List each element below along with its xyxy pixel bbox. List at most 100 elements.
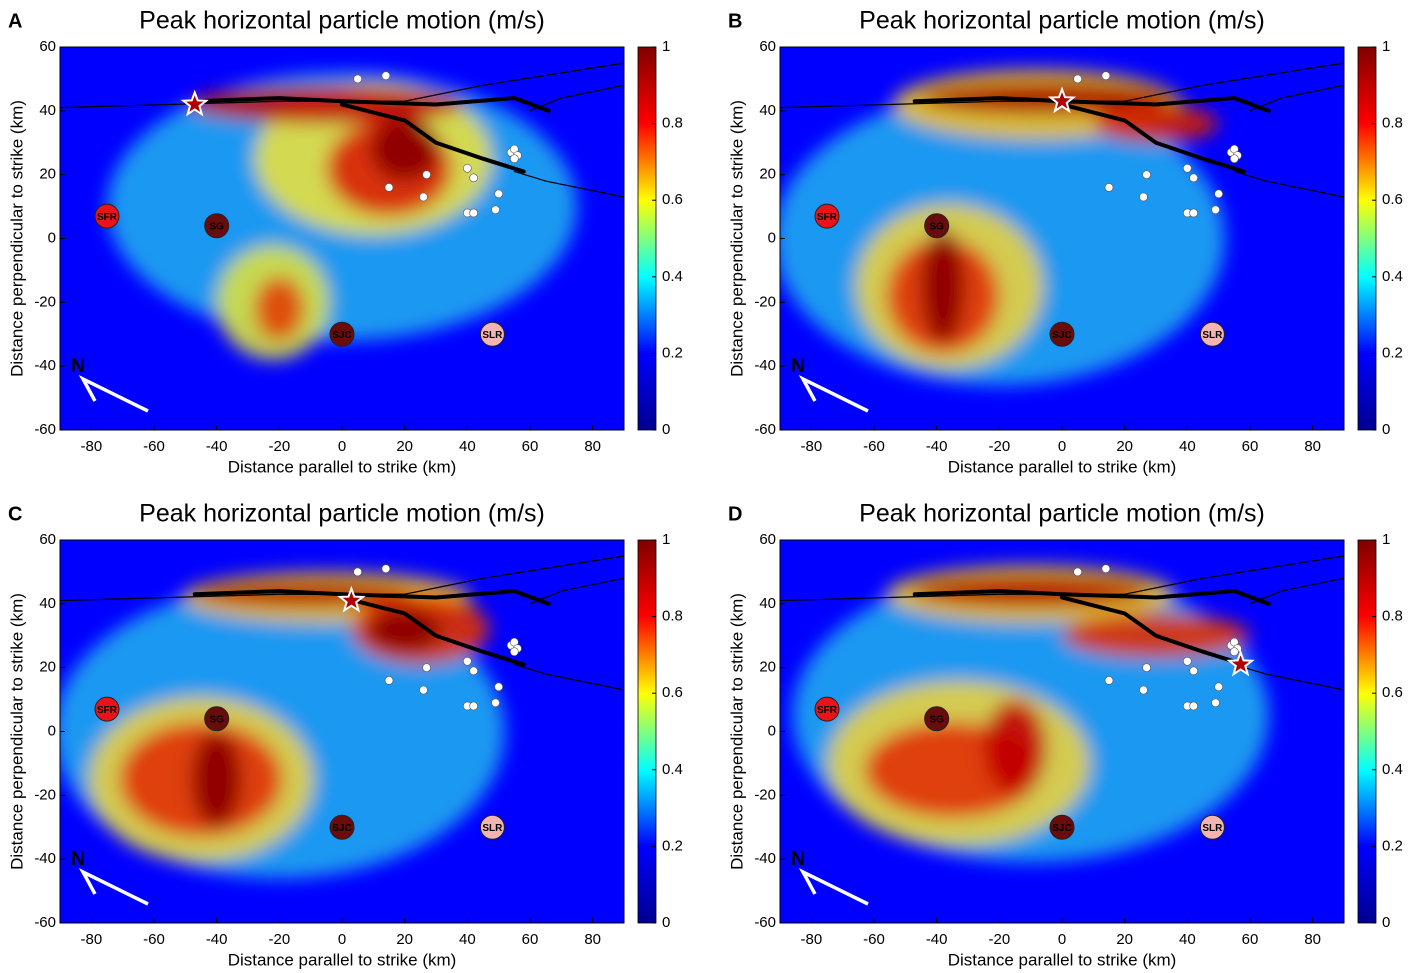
y-tick-label: -20 [754, 786, 776, 803]
heatmap-field [792, 565, 1269, 863]
colorbar-tick-label: 0.4 [662, 268, 683, 285]
site-label: SFR [97, 705, 118, 716]
y-tick-label: -20 [754, 293, 776, 310]
north-label: N [791, 849, 805, 870]
station [419, 192, 428, 202]
x-tick-label: 20 [396, 931, 413, 948]
station [1183, 163, 1192, 173]
x-tick-label: -40 [926, 931, 948, 948]
y-tick-label: 0 [768, 229, 776, 246]
site-marker [814, 203, 840, 229]
north-label: N [71, 849, 85, 870]
site-marker [924, 706, 950, 732]
panel-letter: A [8, 10, 22, 32]
panel: C Peak horizontal particle motion (m/s) SF… [7, 500, 682, 970]
field-patch [191, 731, 242, 828]
site-label: SG [929, 221, 944, 232]
fault-trace [340, 595, 526, 667]
y-tick-label: 20 [759, 166, 776, 183]
fault-trace [780, 62, 1344, 109]
y-tick-label: 0 [48, 229, 56, 246]
colorbar-tick-label: 0.6 [1382, 191, 1403, 208]
x-tick-label: 20 [396, 438, 413, 455]
site-label: SLR [482, 823, 503, 834]
y-tick-label: -20 [34, 786, 56, 803]
site-marker [479, 814, 505, 840]
colorbar-tick-label: 1 [1382, 38, 1390, 55]
x-tick-label: 40 [459, 931, 476, 948]
x-tick-label: -40 [206, 931, 228, 948]
heatmap: SFR SG SJC SLR [780, 540, 1344, 923]
x-tick-label: -20 [988, 931, 1010, 948]
site-marker [479, 321, 505, 347]
fault-trace [192, 96, 551, 113]
colorbar-tick-label: 1 [662, 38, 670, 55]
north-arrow [798, 374, 869, 413]
station [381, 71, 391, 81]
site-marker [329, 814, 355, 840]
y-tick-label: -60 [754, 914, 776, 931]
x-tick-label: 20 [1116, 438, 1133, 455]
chart-title: Peak horizontal particle motion (m/s) [859, 500, 1265, 528]
fault-trace [1233, 170, 1344, 198]
y-tick-label: 60 [759, 531, 776, 548]
station [1142, 663, 1151, 672]
y-tick-label: 60 [39, 531, 56, 548]
site-marker [1049, 321, 1075, 347]
x-tick-label: 20 [1116, 931, 1133, 948]
site-label: SFR [97, 212, 118, 223]
site-label: SG [929, 714, 944, 725]
station [1104, 183, 1114, 192]
y-tick-label: 60 [39, 38, 56, 55]
colorbar-tick-label: 0.8 [1382, 608, 1403, 625]
y-tick-label: -20 [34, 293, 56, 310]
y-tick-label: 60 [759, 38, 776, 55]
heatmap: SFR SG SJC SLR [780, 47, 1344, 430]
x-tick-label: 80 [584, 438, 601, 455]
station [469, 208, 478, 218]
colorbar-tick-label: 0.4 [1382, 761, 1403, 778]
y-tick-label: 40 [759, 595, 776, 612]
north-arrow [798, 867, 869, 906]
x-tick-label: -20 [988, 438, 1010, 455]
y-axis-label: Distance perpendicular to strike (km) [7, 100, 26, 377]
panel-letter: B [728, 10, 742, 32]
site-label: SG [209, 221, 224, 232]
y-tick-label: 20 [759, 659, 776, 676]
station [491, 698, 500, 708]
y-tick-label: 0 [768, 722, 776, 739]
station [1142, 170, 1151, 179]
site-label: SFR [817, 705, 838, 716]
x-tick-label: 60 [1242, 438, 1259, 455]
field-patch [188, 85, 465, 124]
y-axis-label: Distance perpendicular to strike (km) [727, 593, 746, 870]
x-tick-label: 80 [1304, 438, 1321, 455]
station [1214, 682, 1223, 692]
x-tick-label: 60 [522, 931, 539, 948]
station [1214, 189, 1223, 199]
station [1230, 154, 1239, 164]
station [469, 173, 478, 183]
colorbar-tick-label: 0.6 [662, 191, 683, 208]
y-tick-label: -40 [34, 850, 56, 867]
fault-trace [513, 170, 624, 198]
x-tick-label: -60 [863, 438, 885, 455]
x-tick-label: 80 [584, 931, 601, 948]
site-marker [94, 203, 120, 229]
x-tick-label: -80 [80, 438, 102, 455]
y-tick-label: 0 [48, 722, 56, 739]
colorbar-tick-label: 0.8 [662, 608, 683, 625]
station [1211, 205, 1220, 215]
panel: D Peak horizontal particle motion (m/s) SF… [727, 500, 1402, 970]
fault-trace [340, 102, 526, 174]
station [469, 701, 478, 711]
panel: B Peak horizontal particle motion (m/s) SF… [727, 7, 1402, 477]
hypocenter [337, 585, 366, 613]
site-marker [1049, 814, 1075, 840]
site-label: SLR [1202, 330, 1223, 341]
station [1073, 74, 1082, 84]
hypocenter [1047, 86, 1077, 114]
fault-trace [192, 589, 551, 606]
site-marker [204, 213, 230, 239]
panel-letter: C [8, 503, 22, 525]
